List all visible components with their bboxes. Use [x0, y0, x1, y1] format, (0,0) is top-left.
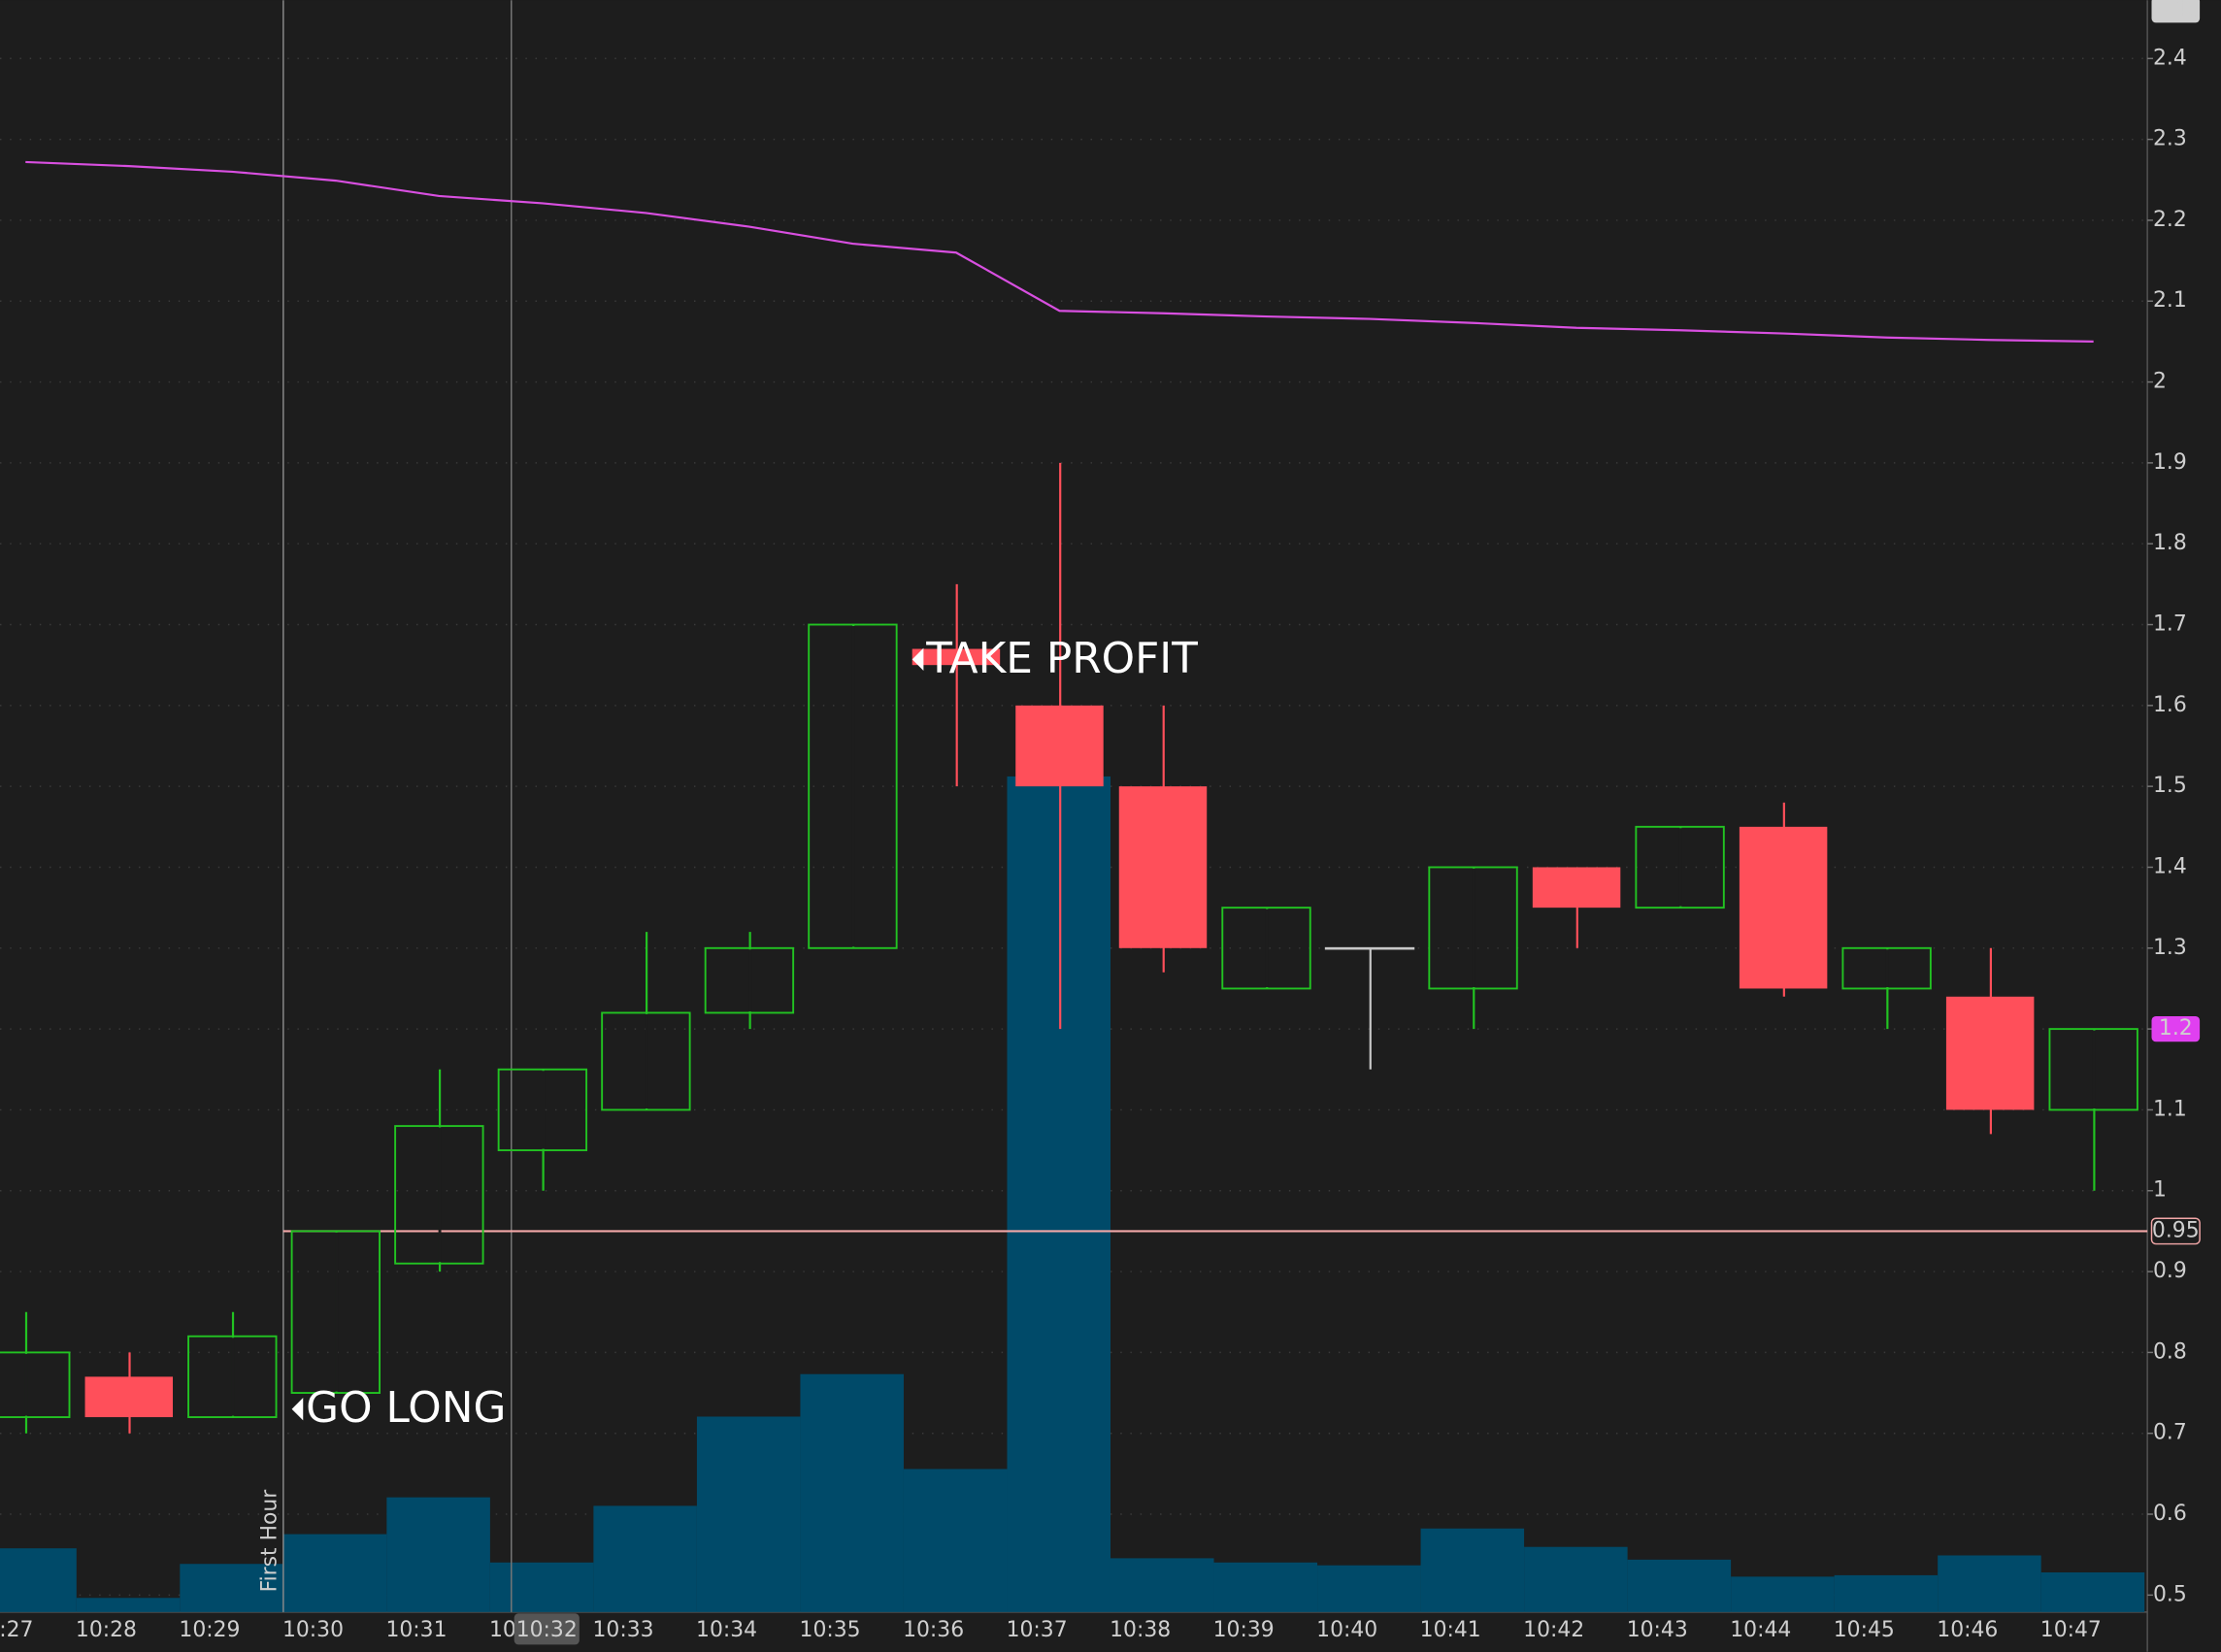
candle-body	[1118, 786, 1208, 948]
y-tick-label: 0.7	[2153, 1421, 2187, 1445]
volume-bar	[1007, 776, 1110, 1612]
volume-bar	[386, 1497, 490, 1612]
crosshair-box	[514, 1613, 580, 1645]
candle-body	[704, 946, 795, 1014]
volume-bar	[0, 1548, 77, 1612]
volume-bar	[696, 1416, 801, 1612]
x-tick-label: 10:39	[1213, 1618, 1275, 1642]
x-tick-label: 10:38	[1110, 1618, 1171, 1642]
candle-body	[187, 1335, 278, 1418]
y-tick-label: 2	[2153, 370, 2167, 394]
y-tick-label: 1.4	[2153, 854, 2187, 878]
volume-bar	[1834, 1574, 1939, 1612]
x-tick-label: 10:43	[1627, 1618, 1688, 1642]
y-tick-label: 1	[2153, 1178, 2167, 1203]
volume-bar	[1731, 1576, 1835, 1612]
x-tick-label: 10:35	[800, 1618, 861, 1642]
hline-price-box	[2150, 1217, 2201, 1245]
volume-bar	[1317, 1565, 1421, 1612]
annotation: TAKE PROFIT	[925, 634, 1198, 683]
candle-body	[1635, 825, 1725, 909]
candle-body	[912, 648, 1001, 666]
y-tick-label: 0.8	[2153, 1339, 2187, 1364]
volume-bar	[1524, 1546, 1628, 1612]
volume-bar	[800, 1373, 904, 1612]
x-tick-label: 10:29	[179, 1618, 240, 1642]
candle-body	[497, 1068, 588, 1152]
volume-bar	[1213, 1562, 1318, 1612]
y-tick-label: 1.8	[2153, 531, 2187, 555]
y-tick-label: 1.1	[2153, 1097, 2187, 1121]
x-tick-label: 10:44	[1730, 1618, 1791, 1642]
volume-bar	[2040, 1571, 2145, 1612]
annotation-arrow	[912, 647, 924, 672]
top-price: 2.46	[2152, 0, 2200, 21]
candle-body	[1015, 705, 1104, 787]
y-tick-label: 2.3	[2153, 127, 2187, 151]
x-tick-label: 10:36	[903, 1618, 964, 1642]
x-tick-label: 10:37	[1007, 1618, 1068, 1642]
x-tick-label: 10:41	[1420, 1618, 1481, 1642]
candle-body	[0, 1351, 71, 1418]
hline-price: 0.95	[2152, 1218, 2200, 1242]
volume-bar	[282, 1534, 387, 1612]
y-tick-label: 0.5	[2153, 1582, 2187, 1606]
y-tick-label: 1.3	[2153, 936, 2187, 960]
x-tick-label: 10:30	[282, 1618, 344, 1642]
candle-body	[1532, 867, 1621, 909]
volume-bar	[903, 1469, 1008, 1612]
volume-bar	[76, 1598, 181, 1612]
candle-body	[84, 1376, 174, 1418]
volume-bar	[489, 1562, 594, 1612]
candle-body	[1739, 826, 1828, 989]
y-tick-label: 2.1	[2153, 288, 2187, 313]
y-tick-label: 1.6	[2153, 693, 2187, 717]
volume-bar	[593, 1505, 697, 1612]
candle-body	[808, 623, 898, 949]
last-price: 1.2	[2159, 1016, 2193, 1041]
candle-body	[394, 1125, 484, 1265]
y-tick-label: 2.4	[2153, 46, 2187, 70]
candle-body	[1841, 946, 1932, 990]
annotation: GO LONG	[306, 1383, 506, 1433]
x-tick-label: 10:28	[76, 1618, 137, 1642]
x-tick-label: 10:27	[0, 1618, 33, 1642]
moving-average	[25, 160, 2094, 343]
y-tick-label: 1.9	[2153, 450, 2187, 475]
x-tick-label: 10:40	[1316, 1618, 1377, 1642]
crosshair-label: 10:32	[516, 1618, 578, 1642]
candle-body	[1324, 946, 1415, 950]
session-label: First Hour	[258, 1490, 282, 1593]
y-tick-label: 0.6	[2153, 1502, 2187, 1526]
x-tick-label: 10:31	[385, 1618, 447, 1642]
annotation-arrow	[291, 1398, 304, 1421]
x-tick-label: 10:47	[2040, 1618, 2102, 1642]
volume-bar	[1110, 1558, 1214, 1612]
candle-body	[290, 1230, 381, 1395]
x-tick-label: 10:34	[696, 1618, 757, 1642]
last-price-box	[2151, 1015, 2201, 1042]
candle-body	[1221, 907, 1311, 990]
x-tick-label: 10:33	[593, 1618, 654, 1642]
y-tick-label: 0.9	[2153, 1259, 2187, 1283]
y-tick-label: 1.5	[2153, 774, 2187, 798]
candle-body	[2048, 1028, 2138, 1111]
volume-bar	[1420, 1528, 1525, 1612]
candle-body	[1428, 866, 1518, 990]
x-tick-label: 10:42	[1523, 1618, 1584, 1642]
y-tick-label: 1.7	[2153, 612, 2187, 637]
y-tick-label: 2.2	[2153, 208, 2187, 232]
volume-bar	[1627, 1559, 1732, 1612]
volume-bar	[180, 1564, 283, 1612]
candle-body	[1945, 996, 2035, 1110]
x-tick-label: 10:46	[1937, 1618, 1998, 1642]
top-price-box	[2151, 0, 2201, 23]
volume-bar	[1938, 1555, 2041, 1612]
x-tick-label: 10:45	[1834, 1618, 1895, 1642]
candle-body	[601, 1011, 691, 1111]
